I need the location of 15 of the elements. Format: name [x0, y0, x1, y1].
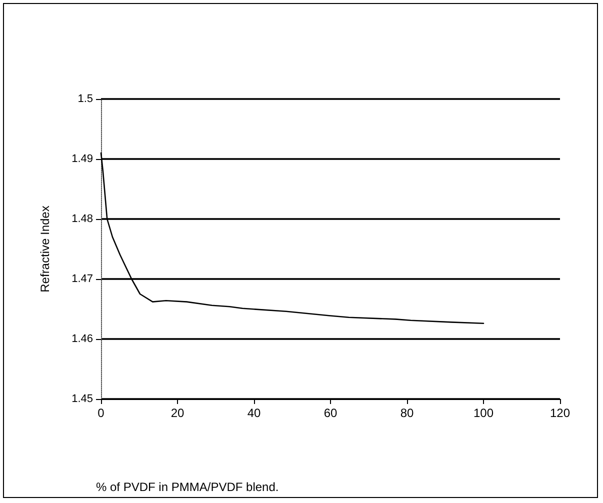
y-tick-label: 1.5 [78, 93, 93, 105]
x-axis-title: % of PVDF in PMMA/PVDF blend. [96, 480, 279, 494]
x-tick-label: 0 [98, 406, 105, 420]
y-axis-title: Refractive Index [38, 206, 52, 292]
x-tick-label: 40 [247, 406, 261, 420]
y-tick-label: 1.49 [72, 153, 93, 165]
x-tick-label: 100 [473, 406, 494, 420]
y-tick-label: 1.47 [72, 273, 93, 285]
x-tick-label: 120 [550, 406, 570, 420]
y-tick-label: 1.48 [72, 213, 93, 225]
y-tick-label: 1.46 [72, 333, 93, 345]
x-tick-label: 20 [170, 406, 184, 420]
y-tick-label: 1.45 [72, 393, 93, 405]
x-tick-label: 60 [324, 406, 338, 420]
x-tick-label: 80 [400, 406, 414, 420]
